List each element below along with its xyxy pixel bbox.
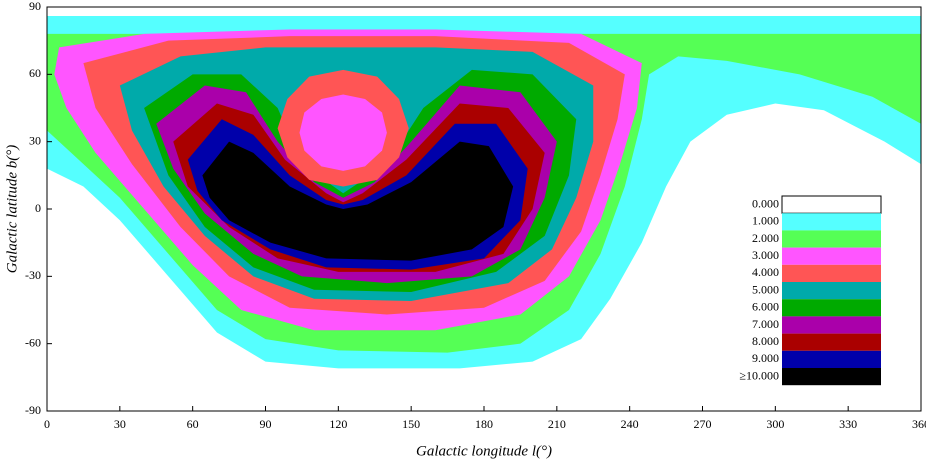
legend-swatch <box>782 230 881 248</box>
contour-region <box>202 141 514 261</box>
x-tick-label: 360 <box>912 417 926 431</box>
legend-label: 6.000 <box>752 300 779 314</box>
legend-label: 8.000 <box>752 334 779 348</box>
x-tick-label: 210 <box>548 417 566 431</box>
x-tick-label: 330 <box>839 417 857 431</box>
x-tick-label: 240 <box>621 417 639 431</box>
legend-swatch <box>782 299 881 317</box>
legend-swatch <box>782 213 881 231</box>
x-tick-label: 120 <box>329 417 347 431</box>
y-tick-label: -30 <box>25 268 41 282</box>
y-tick-label: 60 <box>29 66 41 80</box>
legend-label: 2.000 <box>752 231 779 245</box>
legend-swatch <box>782 333 881 351</box>
y-tick-label: 0 <box>35 201 41 215</box>
y-tick-label: 90 <box>29 0 41 13</box>
x-tick-label: 0 <box>44 417 50 431</box>
y-tick-label: 30 <box>29 133 41 147</box>
legend-swatch <box>782 264 881 282</box>
legend-swatch <box>782 247 881 265</box>
x-axis-label: Galactic longitude l(°) <box>416 443 552 459</box>
x-tick-label: 60 <box>187 417 199 431</box>
legend-swatch <box>782 368 881 386</box>
x-tick-label: 300 <box>766 417 784 431</box>
y-tick-label: -90 <box>25 403 41 417</box>
x-tick-label: 180 <box>475 417 493 431</box>
legend-label: 4.000 <box>752 265 779 279</box>
legend-label: ≥10.000 <box>739 368 779 382</box>
legend-swatch <box>782 316 881 334</box>
legend-label: 9.000 <box>752 351 779 365</box>
legend-label: 5.000 <box>752 282 779 296</box>
y-axis-label: Galactic latitude b(°) <box>4 145 20 273</box>
x-tick-label: 270 <box>694 417 712 431</box>
legend-swatch <box>781 195 882 214</box>
legend-label: 3.000 <box>752 248 779 262</box>
contour-region <box>299 94 387 171</box>
legend-label: 7.000 <box>752 317 779 331</box>
x-tick-label: 90 <box>260 417 272 431</box>
legend-swatch <box>782 282 881 300</box>
legend-swatch <box>782 350 881 368</box>
x-tick-label: 30 <box>114 417 126 431</box>
legend-label: 1.000 <box>752 214 779 228</box>
x-tick-label: 150 <box>402 417 420 431</box>
legend-label: 0.000 <box>752 196 779 210</box>
y-tick-label: -60 <box>25 335 41 349</box>
